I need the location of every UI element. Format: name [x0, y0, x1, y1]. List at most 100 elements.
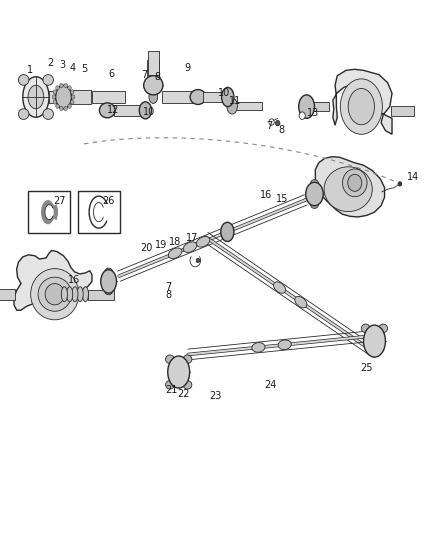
Ellipse shape [276, 120, 280, 126]
Ellipse shape [71, 90, 74, 94]
Text: 23: 23 [209, 391, 222, 401]
Text: 7: 7 [141, 70, 148, 79]
Ellipse shape [196, 237, 210, 247]
Ellipse shape [28, 85, 44, 109]
Bar [148, 51, 159, 75]
Ellipse shape [364, 325, 385, 357]
Ellipse shape [77, 287, 83, 302]
Text: 16: 16 [260, 190, 272, 200]
Ellipse shape [101, 270, 117, 293]
Bar [71, 90, 91, 104]
Bar [391, 106, 414, 116]
Ellipse shape [361, 324, 370, 333]
Text: 8: 8 [279, 125, 285, 134]
Text: 21: 21 [166, 385, 178, 395]
Ellipse shape [306, 182, 323, 206]
Text: 22: 22 [178, 390, 190, 399]
Text: 25: 25 [360, 363, 372, 373]
Ellipse shape [52, 95, 56, 99]
Ellipse shape [221, 222, 234, 241]
Bar [232, 102, 262, 110]
Ellipse shape [324, 167, 372, 212]
Text: 1: 1 [27, 66, 33, 75]
Ellipse shape [43, 109, 53, 119]
Text: 26: 26 [102, 197, 115, 206]
Bar [147, 60, 159, 81]
Bar [162, 91, 193, 103]
Ellipse shape [398, 182, 402, 186]
Ellipse shape [269, 119, 274, 125]
Bar [28, 191, 70, 233]
Text: 7: 7 [267, 122, 273, 131]
Text: 20: 20 [141, 244, 153, 253]
Ellipse shape [222, 87, 234, 107]
Ellipse shape [343, 169, 367, 197]
Ellipse shape [299, 112, 305, 119]
Ellipse shape [45, 205, 53, 220]
Ellipse shape [99, 103, 115, 118]
Ellipse shape [56, 85, 71, 109]
Ellipse shape [38, 277, 71, 311]
Ellipse shape [190, 90, 206, 104]
Ellipse shape [183, 242, 197, 253]
Ellipse shape [295, 296, 307, 308]
Text: 24: 24 [264, 381, 276, 390]
Ellipse shape [168, 248, 182, 259]
Ellipse shape [56, 104, 59, 108]
Ellipse shape [45, 284, 64, 305]
Text: 8: 8 [155, 72, 161, 82]
Ellipse shape [348, 88, 374, 125]
Ellipse shape [18, 109, 29, 119]
Ellipse shape [348, 174, 362, 191]
Ellipse shape [40, 198, 58, 226]
Text: 10: 10 [218, 88, 230, 98]
Bar [114, 105, 145, 116]
Bar [49, 91, 60, 103]
Ellipse shape [183, 381, 192, 389]
Text: 8: 8 [166, 290, 172, 300]
Text: 4: 4 [69, 63, 75, 72]
Ellipse shape [311, 201, 318, 208]
Polygon shape [14, 251, 92, 312]
Ellipse shape [144, 76, 163, 95]
Text: 9: 9 [184, 63, 190, 72]
Bar [0, 289, 15, 300]
Ellipse shape [31, 269, 79, 320]
Text: 18: 18 [169, 237, 181, 247]
Ellipse shape [61, 287, 67, 302]
Bar [92, 91, 125, 103]
Ellipse shape [60, 106, 63, 110]
Ellipse shape [68, 104, 71, 108]
Polygon shape [315, 157, 385, 217]
Text: 6: 6 [109, 69, 115, 78]
Ellipse shape [311, 180, 318, 187]
Ellipse shape [53, 90, 57, 94]
Ellipse shape [168, 356, 190, 388]
Text: 19: 19 [155, 240, 167, 250]
Ellipse shape [166, 355, 174, 364]
Text: 16: 16 [67, 276, 80, 285]
Text: 3: 3 [60, 60, 66, 70]
Bar [203, 92, 227, 102]
Ellipse shape [139, 102, 152, 119]
Ellipse shape [278, 340, 291, 350]
Ellipse shape [273, 282, 286, 293]
Ellipse shape [71, 95, 75, 99]
Ellipse shape [64, 84, 67, 88]
Text: 13: 13 [307, 108, 319, 118]
Ellipse shape [196, 259, 200, 263]
Text: 10: 10 [143, 107, 155, 117]
Ellipse shape [67, 287, 73, 302]
Ellipse shape [252, 343, 265, 352]
Ellipse shape [53, 100, 57, 104]
Ellipse shape [18, 75, 29, 85]
Ellipse shape [68, 86, 71, 90]
Ellipse shape [299, 95, 314, 118]
Text: 17: 17 [186, 233, 198, 243]
Ellipse shape [105, 268, 113, 276]
Ellipse shape [56, 86, 59, 90]
Text: 7: 7 [166, 282, 172, 292]
Bar [88, 290, 114, 300]
Ellipse shape [379, 324, 388, 333]
Ellipse shape [105, 287, 113, 295]
